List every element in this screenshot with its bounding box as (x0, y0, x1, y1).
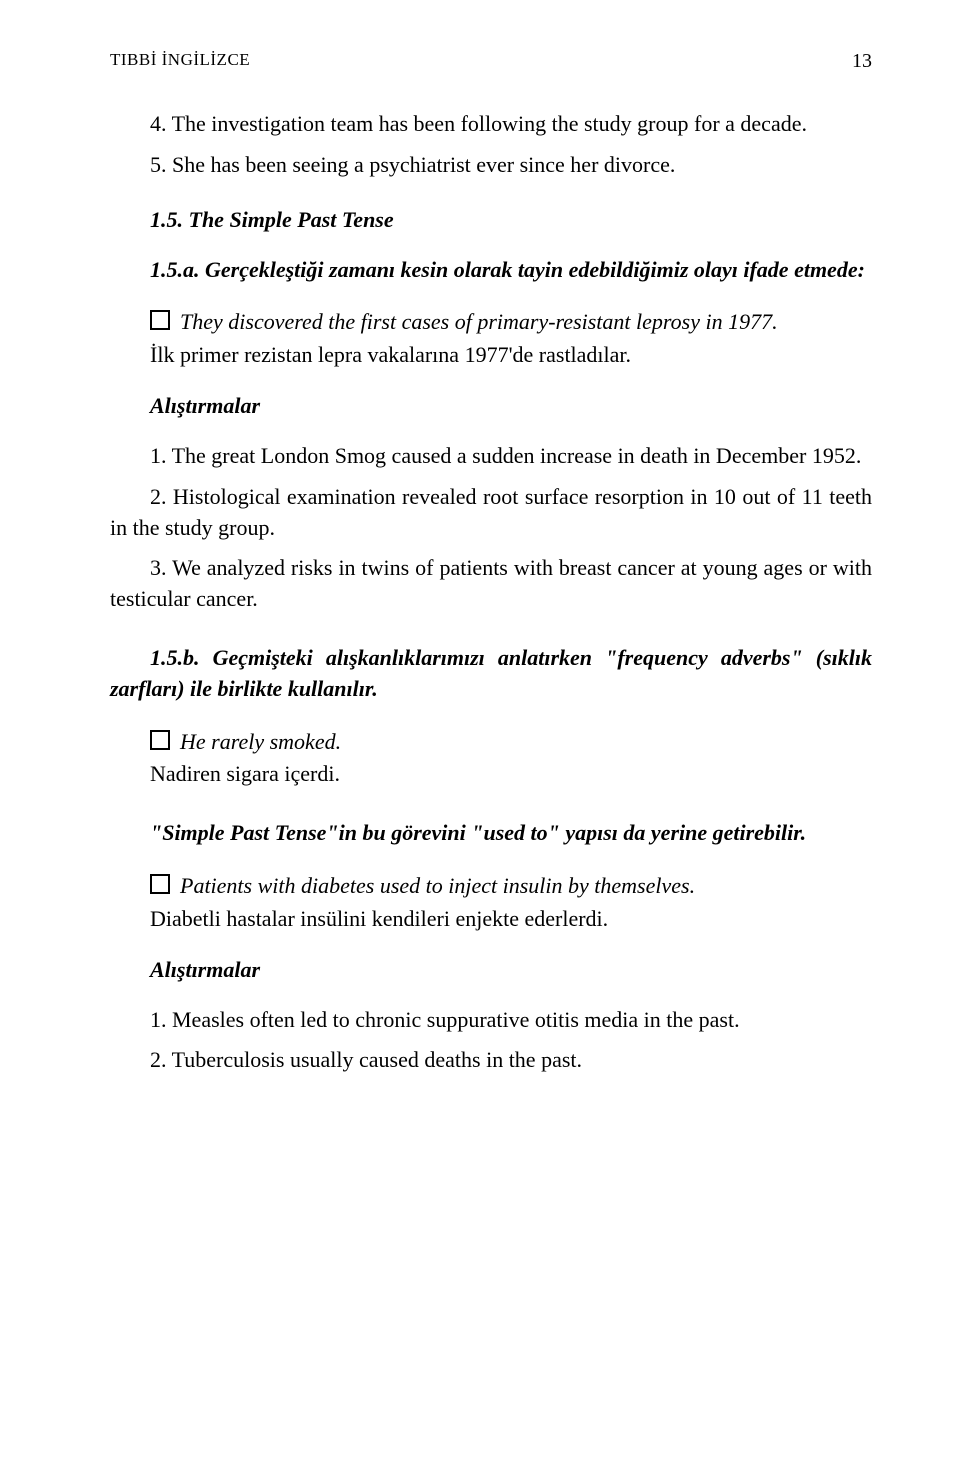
example-en: He rarely smoked. (180, 729, 341, 754)
note-heading: "Simple Past Tense"in bu görevini "used … (110, 818, 872, 849)
exercise-item: 3. We analyzed risks in twins of patient… (110, 553, 872, 615)
bullet-box-icon (150, 874, 170, 894)
example-tr: Diabetli hastalar insülini kendileri enj… (110, 904, 872, 935)
example-tr: İlk primer rezistan lepra vakalarına 197… (110, 340, 872, 371)
section-heading: 1.5. The Simple Past Tense (110, 207, 872, 233)
exercise-item: 2. Tuberculosis usually caused deaths in… (110, 1045, 872, 1076)
body-line: 4. The investigation team has been follo… (110, 109, 872, 140)
bullet-box-icon (150, 310, 170, 330)
document-page: TIBBİ İNGİLİZCE 13 4. The investigation … (0, 0, 960, 1461)
bullet-item: He rarely smoked. (110, 727, 872, 758)
exercise-item: 1. The great London Smog caused a sudden… (110, 441, 872, 472)
exercise-item: 2. Histological examination revealed roo… (110, 482, 872, 544)
exercises-heading: Alıştırmalar (110, 957, 872, 983)
subsection-heading: 1.5.a. Gerçekleştiği zamanı kesin olarak… (110, 255, 872, 286)
bullet-box-icon (150, 730, 170, 750)
header-title: TIBBİ İNGİLİZCE (110, 50, 250, 73)
example-en: Patients with diabetes used to inject in… (180, 873, 695, 898)
page-header: TIBBİ İNGİLİZCE 13 (110, 50, 872, 73)
example-tr: Nadiren sigara içerdi. (110, 759, 872, 790)
body-line: 5. She has been seeing a psychiatrist ev… (110, 150, 872, 181)
bullet-item: They discovered the first cases of prima… (110, 307, 872, 338)
bullet-item: Patients with diabetes used to inject in… (110, 871, 872, 902)
subsection-heading: 1.5.b. Geçmişteki alışkanlıklarımızı anl… (110, 643, 872, 705)
exercises-heading: Alıştırmalar (110, 393, 872, 419)
example-en: They discovered the first cases of prima… (180, 309, 778, 334)
page-number: 13 (852, 50, 872, 73)
exercise-item: 1. Measles often led to chronic suppurat… (110, 1005, 872, 1036)
